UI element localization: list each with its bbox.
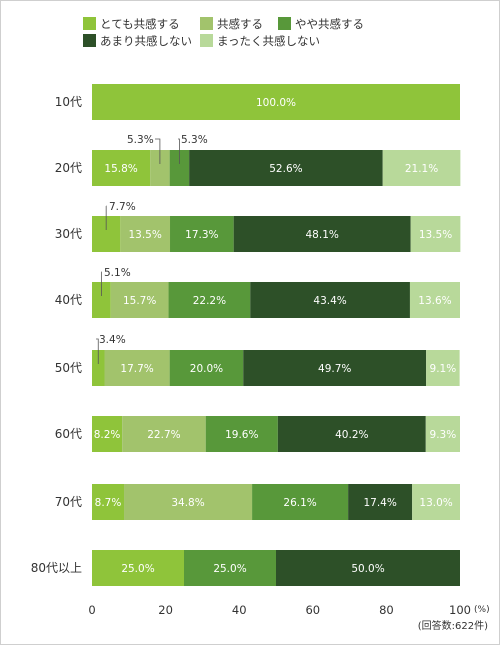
data-label: 13.5% <box>128 229 161 241</box>
data-label: 25.0% <box>121 563 154 575</box>
bar-segment <box>250 282 410 318</box>
data-label: 17.4% <box>363 497 396 509</box>
data-label: 7.7% <box>109 201 136 213</box>
data-label: 100.0% <box>256 97 296 109</box>
data-label: 50.0% <box>351 563 384 575</box>
data-label: 49.7% <box>318 363 351 375</box>
legend-swatch <box>200 17 213 30</box>
category-label: 60代 <box>55 427 82 441</box>
category-label: 40代 <box>55 293 82 307</box>
data-label: 20.0% <box>190 363 223 375</box>
data-label: 3.4% <box>99 334 126 346</box>
bar-segment <box>276 550 460 586</box>
data-label: 8.7% <box>95 497 122 509</box>
data-label: 52.6% <box>269 163 302 175</box>
x-axis-unit: (%) <box>474 605 490 615</box>
data-label: 5.1% <box>104 267 131 279</box>
x-tick-label: 80 <box>379 603 394 617</box>
bar-segment <box>189 150 383 186</box>
bar-segment <box>184 550 276 586</box>
bar-segment <box>122 416 206 452</box>
data-label: 48.1% <box>306 229 339 241</box>
callout-line <box>155 138 161 164</box>
bar-segment <box>92 84 460 120</box>
data-label: 9.1% <box>430 363 457 375</box>
category-label: 70代 <box>55 495 82 509</box>
legend-label: あまり共感しない <box>100 34 192 48</box>
data-label: 13.5% <box>419 229 452 241</box>
data-label: 15.8% <box>104 163 137 175</box>
bar-segment <box>382 150 461 186</box>
data-label: 9.3% <box>430 429 457 441</box>
bar-segment <box>233 216 411 252</box>
legend-label: とても共感する <box>100 17 180 31</box>
legend-label: まったく共感しない <box>217 34 320 48</box>
bar-segment <box>409 282 460 318</box>
legend-swatch <box>200 34 213 47</box>
legend-swatch <box>83 34 96 47</box>
bar-segment <box>150 150 170 186</box>
callout-line <box>178 138 180 164</box>
x-tick-label: 40 <box>232 603 247 617</box>
data-label: 17.7% <box>120 363 153 375</box>
category-label: 50代 <box>55 361 82 375</box>
bar-segment <box>124 484 253 520</box>
callout-line <box>96 338 99 364</box>
bar-segment <box>104 350 170 386</box>
bar-segment <box>92 150 151 186</box>
data-label: 17.3% <box>185 229 218 241</box>
bar-segment <box>170 216 234 252</box>
bar-segment <box>120 216 171 252</box>
x-tick-label: 20 <box>158 603 173 617</box>
bar-segment <box>426 350 460 386</box>
data-label: 19.6% <box>225 429 258 441</box>
bar-segment <box>277 416 426 452</box>
bar-segment <box>168 282 251 318</box>
data-label: 40.2% <box>335 429 368 441</box>
bar-segment <box>412 484 460 520</box>
bar-segment <box>169 150 190 186</box>
legend-swatch <box>278 17 291 30</box>
bar-segment <box>169 350 244 386</box>
data-label: 8.2% <box>94 429 121 441</box>
bar-segment <box>92 484 125 520</box>
bar-segment <box>243 350 427 386</box>
bar-segment <box>92 282 111 318</box>
legend-label: 共感する <box>217 17 263 31</box>
category-label: 30代 <box>55 227 82 241</box>
bar-segment <box>92 550 184 586</box>
data-label: 5.3% <box>181 134 208 146</box>
x-tick-label: 0 <box>88 603 95 617</box>
bar-segment <box>92 416 123 452</box>
data-label: 34.8% <box>171 497 204 509</box>
data-label: 13.6% <box>418 295 451 307</box>
response-count-note: (回答数:622件) <box>418 619 488 632</box>
bar-segment <box>110 282 169 318</box>
data-label: 22.7% <box>147 429 180 441</box>
category-label: 10代 <box>55 95 82 109</box>
bar-segment <box>425 416 460 452</box>
legend-swatch <box>83 17 96 30</box>
data-label: 22.2% <box>193 295 226 307</box>
data-label: 43.4% <box>313 295 346 307</box>
data-label: 13.0% <box>419 497 452 509</box>
category-label: 80代以上 <box>31 561 82 575</box>
data-label: 26.1% <box>283 497 316 509</box>
category-label: 20代 <box>55 161 82 175</box>
bar-segment <box>410 216 461 252</box>
bar-segment <box>348 484 413 520</box>
bar-segment <box>205 416 278 452</box>
x-tick-label: 100 <box>449 603 471 617</box>
data-label: 21.1% <box>405 163 438 175</box>
data-label: 15.7% <box>123 295 156 307</box>
legend-label: やや共感する <box>295 17 364 31</box>
bar-segment <box>252 484 349 520</box>
data-label: 25.0% <box>213 563 246 575</box>
data-label: 5.3% <box>127 134 154 146</box>
x-tick-label: 60 <box>305 603 320 617</box>
bar-segment <box>92 350 105 386</box>
